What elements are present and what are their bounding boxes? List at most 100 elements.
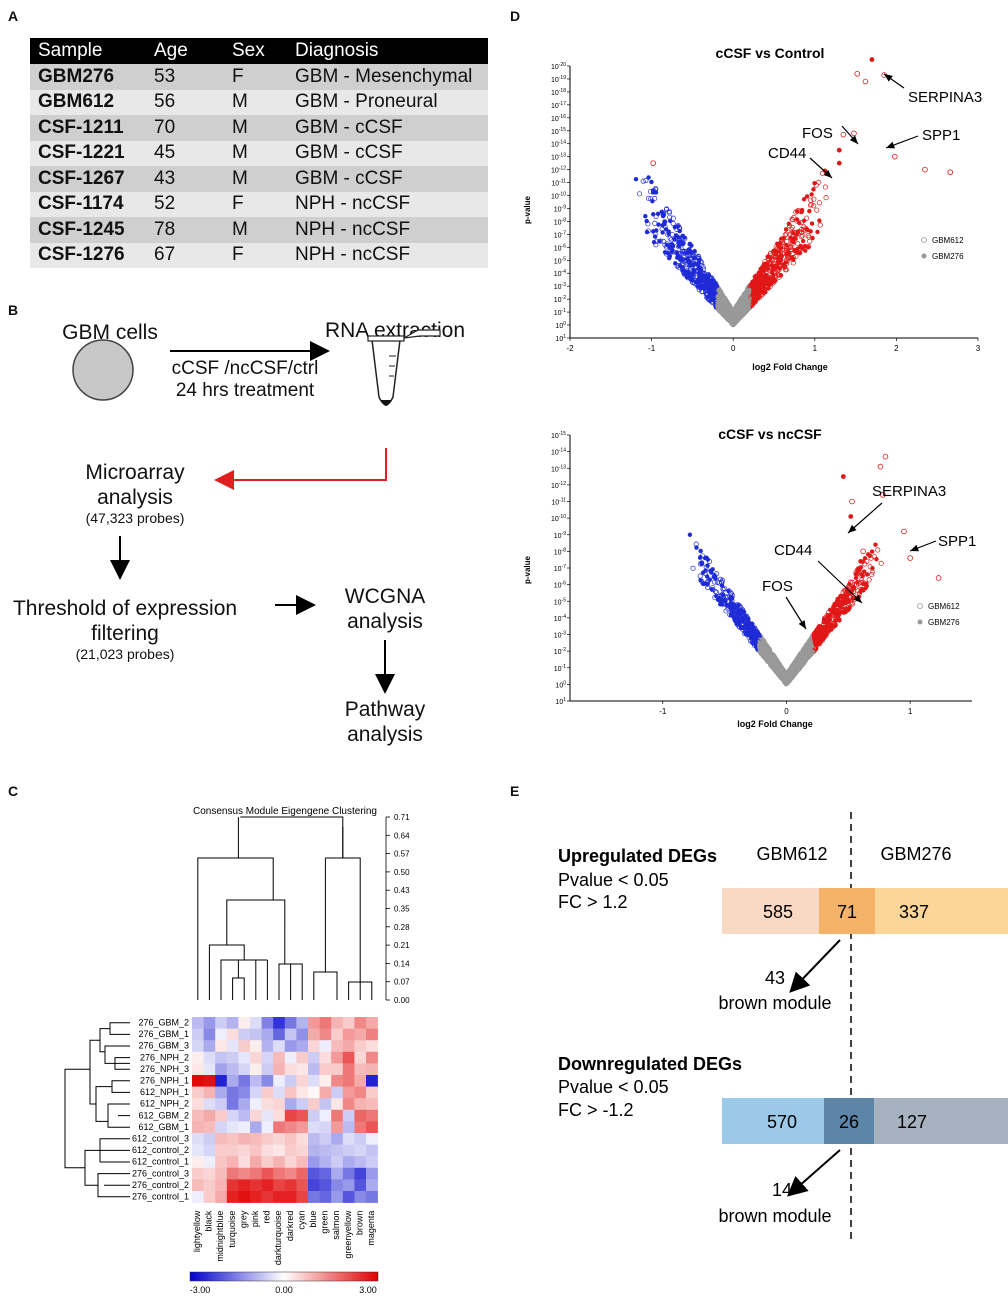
heatmap-cell xyxy=(296,1145,308,1157)
heatmap-cell xyxy=(273,1017,285,1029)
cell-age: 56 xyxy=(146,90,224,116)
heatmap-cell xyxy=(262,1145,274,1157)
gene-point xyxy=(685,275,689,279)
gene-point xyxy=(837,148,842,153)
heatmap-title: Consensus Module Eigengene Clustering xyxy=(193,806,377,817)
heatmap-row-labels: 276_GBM_2276_GBM_1276_GBM_3276_NPH_2276_… xyxy=(132,1018,189,1202)
heatmap-cell xyxy=(331,1179,343,1191)
height-tick-label: 0.07 xyxy=(394,978,410,987)
heatmap-cell xyxy=(296,1191,308,1203)
height-tick-label: 0.64 xyxy=(394,831,410,840)
gene-point xyxy=(730,318,735,323)
heatmap-cell xyxy=(296,1121,308,1133)
gene-point xyxy=(817,180,821,184)
heatmap-cell xyxy=(320,1017,332,1029)
gene-point xyxy=(653,234,657,238)
scale-mid-label: 0.00 xyxy=(275,1285,293,1295)
gene-point xyxy=(767,276,771,280)
heatmap-cell xyxy=(343,1168,355,1180)
gene-point xyxy=(817,201,821,205)
heatmap-cell xyxy=(296,1087,308,1099)
heatmap-cell xyxy=(227,1191,239,1203)
gene-point xyxy=(855,71,860,76)
heatmap-cell xyxy=(354,1168,366,1180)
heatmap-cell xyxy=(343,1040,355,1052)
x-tick-label: -1 xyxy=(659,707,667,716)
cell-age: 45 xyxy=(146,141,224,167)
heatmap-cell xyxy=(192,1098,204,1110)
heatmap-row-label: 612_GBM_2 xyxy=(138,1110,189,1120)
heatmap-cell xyxy=(308,1191,320,1203)
heatmap-cell xyxy=(262,1098,274,1110)
panel-label-a: A xyxy=(8,8,18,24)
y-tick-label: 10-2 xyxy=(554,295,566,304)
gene-point xyxy=(651,188,655,192)
cell-circle xyxy=(73,340,133,400)
heatmap-cell xyxy=(238,1110,250,1122)
heatmap-cell xyxy=(204,1052,216,1064)
gene-point xyxy=(651,161,656,166)
cell-diagnosis: GBM - cCSF xyxy=(287,141,488,167)
dendrogram-branch xyxy=(65,1069,90,1168)
heatmap-cell xyxy=(262,1191,274,1203)
heatmap-cell xyxy=(250,1156,262,1168)
cell-sex: M xyxy=(224,141,287,167)
heatmap-cell xyxy=(343,1145,355,1157)
heatmap-cell xyxy=(238,1098,250,1110)
heatmap-cell xyxy=(192,1156,204,1168)
heatmap-cell xyxy=(331,1052,343,1064)
heatmap-cell xyxy=(250,1179,262,1191)
heatmap-cell xyxy=(273,1098,285,1110)
gene-point xyxy=(873,543,877,547)
heatmap-cell xyxy=(227,1145,239,1157)
heatmap-cell xyxy=(215,1110,227,1122)
heatmap-cell xyxy=(343,1075,355,1087)
gene-point xyxy=(677,235,681,239)
y-tick-label: 10-1 xyxy=(554,664,566,673)
heatmap-cell xyxy=(227,1087,239,1099)
heatmap-cell xyxy=(354,1029,366,1041)
heatmap-row-label: 276_control_2 xyxy=(132,1180,189,1190)
heatmap-cell xyxy=(273,1087,285,1099)
color-scale-bar xyxy=(190,1272,378,1281)
heatmap-cell xyxy=(215,1133,227,1145)
heatmap-cell xyxy=(238,1191,250,1203)
dendrogram-branch xyxy=(112,1081,130,1093)
heatmap-col-label: grey xyxy=(238,1210,248,1228)
heatmap-cell xyxy=(354,1087,366,1099)
header-sample: Sample xyxy=(30,38,146,64)
heatmap-cell xyxy=(204,1133,216,1145)
gene-point xyxy=(815,208,819,212)
gene-point xyxy=(807,209,811,213)
heatmap-cell xyxy=(308,1110,320,1122)
heatmap-cell xyxy=(262,1179,274,1191)
legend-marker-open xyxy=(922,238,927,243)
gene-point xyxy=(746,298,751,303)
gene-point xyxy=(722,307,727,312)
volcano1-xlabel: log2 Fold Change xyxy=(752,362,828,372)
cell-age: 78 xyxy=(146,217,224,243)
gene-point xyxy=(641,179,645,183)
gene-point xyxy=(742,294,747,299)
heatmap-cell xyxy=(204,1087,216,1099)
cell-sample: CSF-1221 xyxy=(30,141,146,167)
gene-point xyxy=(705,563,709,567)
y-tick-label: 10-17 xyxy=(551,101,566,110)
heatmap-cell xyxy=(250,1063,262,1075)
heatmap-cell xyxy=(343,1156,355,1168)
gene-point xyxy=(870,57,875,62)
heatmap-row-label: 612_NPH_1 xyxy=(140,1087,189,1097)
heatmap-cell xyxy=(366,1133,378,1145)
gene-point xyxy=(870,570,874,574)
gene-point xyxy=(809,192,813,196)
y-tick-label: 10-3 xyxy=(554,631,566,640)
cell-sex: F xyxy=(224,64,287,90)
heatmap-cell xyxy=(366,1063,378,1075)
heatmap-cell xyxy=(308,1063,320,1075)
cell-sex: M xyxy=(224,115,287,141)
heatmap-cell xyxy=(354,1017,366,1029)
heatmap-cell xyxy=(273,1133,285,1145)
height-tick-label: 0.28 xyxy=(394,923,410,932)
y-tick-label: 10-14 xyxy=(551,448,566,457)
